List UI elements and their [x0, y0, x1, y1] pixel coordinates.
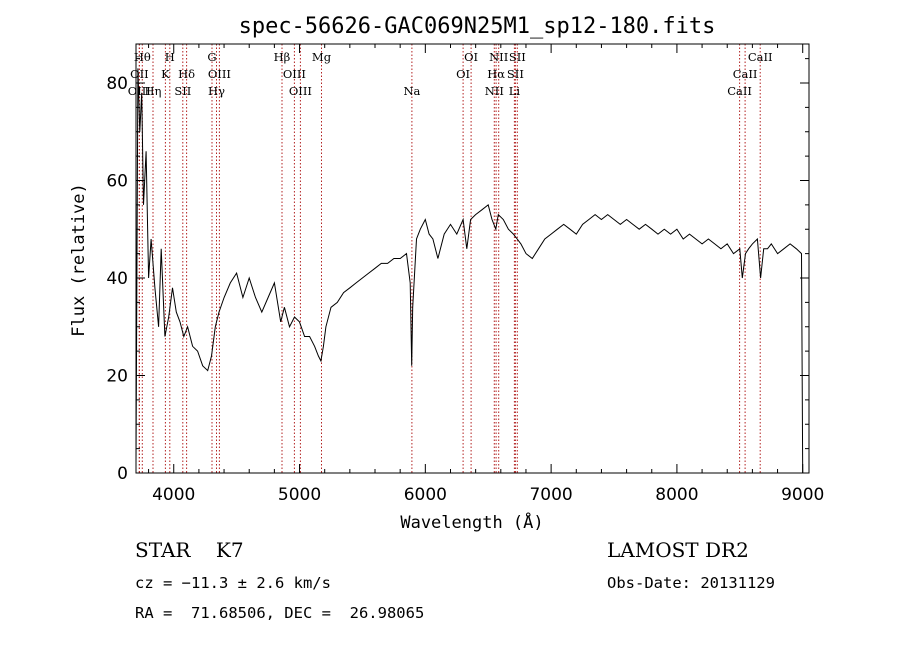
line-marker-label: SII — [509, 50, 526, 64]
y-tick-label: 60 — [106, 172, 128, 192]
y-axis-label: Flux (relative) — [69, 183, 89, 337]
line-marker-label: SII — [174, 84, 191, 98]
line-marker-label: OIII — [283, 67, 306, 81]
object-subclass: K7 — [215, 538, 244, 562]
line-marker-label: Hη — [145, 84, 162, 98]
line-marker-label: Li — [509, 84, 521, 98]
observation-date: Obs-Date: 20131129 — [607, 574, 775, 592]
line-marker-label: Mg — [312, 50, 332, 64]
line-marker-label: OIII — [208, 67, 231, 81]
line-marker-label: OIII — [128, 84, 151, 98]
x-axis-label: Wavelength (Å) — [400, 511, 543, 533]
line-marker-label: G — [207, 50, 216, 64]
line-marker-label: K — [161, 67, 170, 81]
line-marker-label: Hθ — [134, 50, 151, 64]
spectrum-line — [135, 68, 804, 474]
x-tick-label: 9000 — [781, 485, 824, 505]
line-marker-label: Hγ — [208, 84, 225, 98]
line-marker-label: Hδ — [178, 67, 195, 81]
x-tick-label: 6000 — [404, 485, 447, 505]
y-tick-label: 20 — [106, 367, 128, 387]
line-label-layer: HθOIIOIIIHηKHHδSIIGHγOIIIHβOIIIOIIIMgNaO… — [128, 50, 773, 98]
y-tick-label: 40 — [106, 269, 128, 289]
line-marker-label: OI — [456, 67, 470, 81]
line-marker-label: CaII — [727, 84, 752, 98]
line-marker-label: CaII — [748, 50, 773, 64]
y-tick-label: 0 — [117, 464, 128, 484]
object-class-line: STAR K7 — [135, 538, 244, 562]
chart-title: spec-56626-GAC069N25M1_sp12-180.fits — [239, 14, 716, 39]
line-marker-layer — [138, 44, 761, 473]
line-marker-label: Hα — [487, 67, 505, 81]
x-tick-label: 5000 — [278, 485, 321, 505]
plot-frame — [135, 43, 810, 474]
y-tick-label: 80 — [106, 74, 128, 94]
x-tick-label: 4000 — [152, 485, 195, 505]
line-marker-label: OII — [130, 67, 149, 81]
x-tick-label: 7000 — [529, 485, 572, 505]
survey-name: LAMOST DR2 — [607, 538, 749, 562]
line-marker-label: OI — [464, 50, 478, 64]
line-marker-label: NII — [489, 50, 508, 64]
x-axis-ticks: 4000 5000 6000 7000 8000 9000 — [148, 44, 824, 505]
coordinates-text: RA = 71.68506, DEC = 26.98065 — [135, 604, 425, 622]
line-marker-label: Na — [403, 84, 420, 98]
line-marker-label: OIII — [289, 84, 312, 98]
line-marker-label: NII — [485, 84, 504, 98]
line-marker-label: SII — [507, 67, 524, 81]
y-axis-ticks: 0 20 40 60 80 — [106, 58, 809, 484]
line-marker-label: Hβ — [274, 50, 291, 64]
x-tick-label: 8000 — [655, 485, 698, 505]
line-marker-label: CaII — [733, 67, 758, 81]
line-marker-label: H — [165, 50, 175, 64]
object-class: STAR — [135, 538, 191, 562]
redshift-text: cz = −11.3 ± 2.6 km/s — [135, 574, 331, 592]
